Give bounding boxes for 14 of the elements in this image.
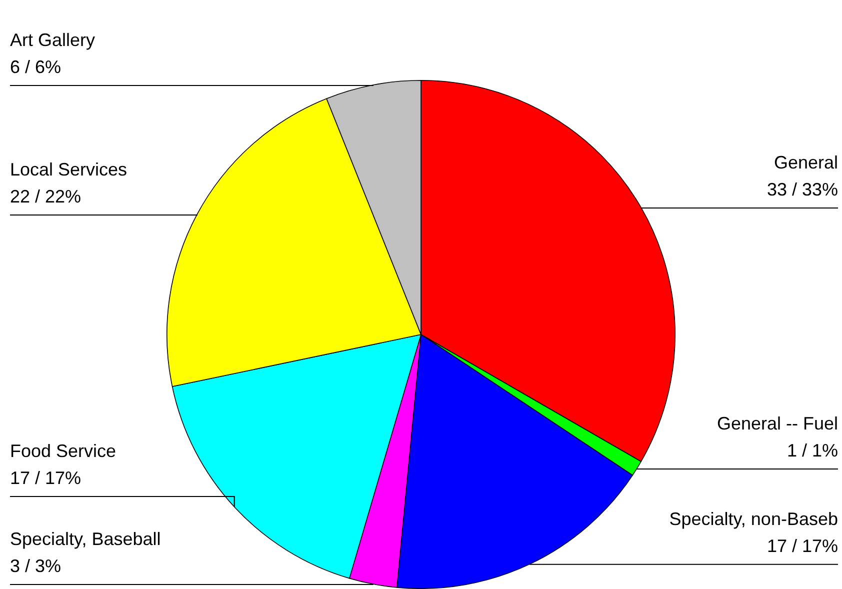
data-label: 3 / 3%	[10, 556, 62, 576]
slice-label: General -- Fuel	[716, 413, 838, 434]
slice-label: Local Services	[10, 159, 128, 180]
data-label: 6 / 6%	[10, 56, 62, 77]
slice-label: General	[774, 152, 838, 172]
data-label: 17 / 17%	[766, 536, 838, 556]
data-label: 33 / 33%	[766, 179, 838, 200]
data-label: 1 / 1%	[786, 440, 838, 460]
slice-label: Specialty, Baseball	[10, 528, 161, 549]
slice-label: Specialty, non-Baseb	[669, 508, 838, 529]
data-label: 22 / 22%	[10, 186, 82, 206]
slice-label: Art Gallery	[10, 30, 96, 50]
data-label: 17 / 17%	[10, 468, 82, 488]
slice-label: Food Service	[10, 440, 116, 461]
